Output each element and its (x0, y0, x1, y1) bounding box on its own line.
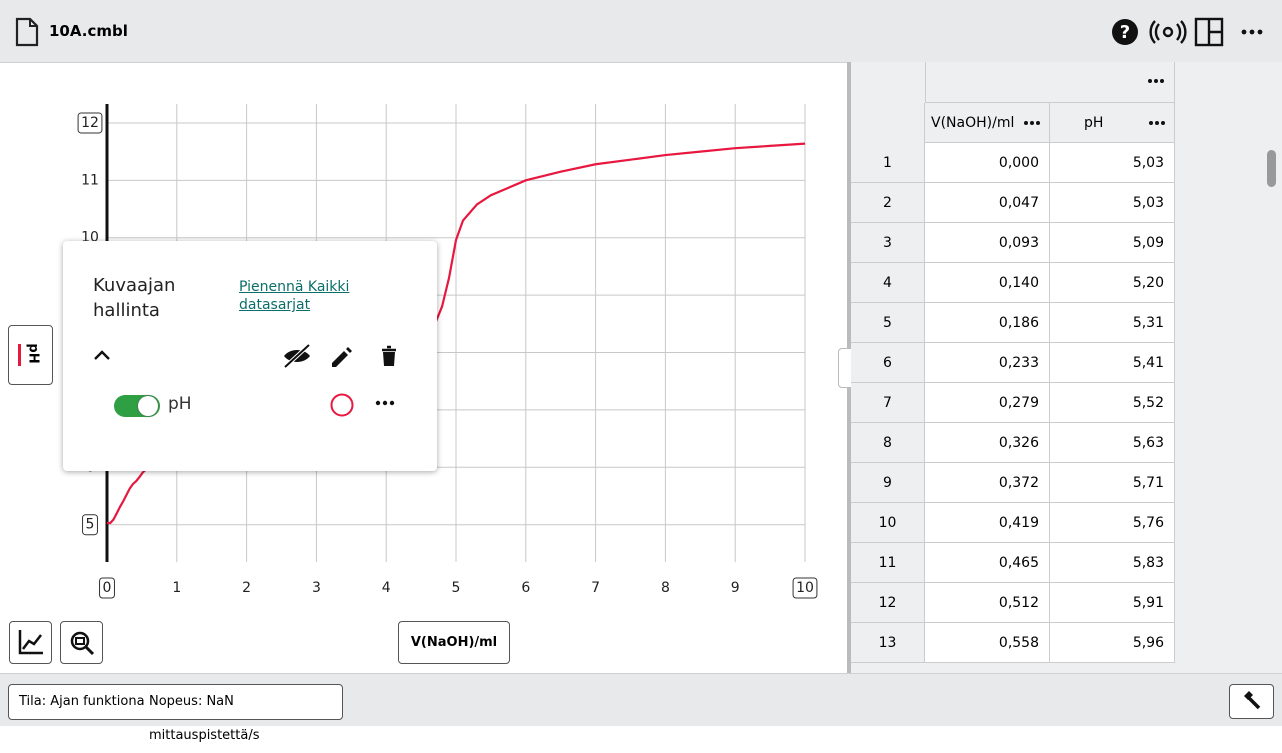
column-header[interactable]: V(NaOH)/ml (925, 103, 1050, 143)
table-cell: 0,372 (925, 463, 1050, 503)
table-cell: 0,558 (925, 623, 1050, 663)
row-header-corner (851, 103, 925, 143)
x-tick-label: 7 (591, 580, 600, 596)
tick-box (82, 514, 98, 536)
menu-dots[interactable] (1148, 118, 1168, 128)
table-cell: 0,326 (925, 423, 1050, 463)
panel-actions[interactable] (91, 341, 401, 371)
table-cell: 5,91 (1050, 583, 1175, 623)
icon (1244, 691, 1261, 710)
header-icons[interactable]: ? (1110, 17, 1270, 47)
graph-control-panel: Kuvaajan hallinta Pienennä Kaikki datasa… (63, 241, 437, 471)
x-tick-label: 4 (382, 580, 391, 596)
table-cell: 5,71 (1050, 463, 1175, 503)
tools-button[interactable] (1229, 684, 1274, 719)
row-number: 11 (851, 543, 925, 583)
y-tick-label: 5 (86, 517, 95, 533)
table-cell: 0,000 (925, 143, 1050, 183)
table-cell: 0,093 (925, 223, 1050, 263)
collapse-all-link[interactable]: Pienennä Kaikki datasarjat (239, 279, 350, 313)
row-number: 3 (851, 223, 925, 263)
row-number: 7 (851, 383, 925, 423)
menu-dots[interactable] (1023, 118, 1043, 128)
toggle-knob (138, 396, 158, 416)
row-number: 13 (851, 623, 925, 663)
table-cell: 5,76 (1050, 503, 1175, 543)
table-cell: 0,419 (925, 503, 1050, 543)
x-tick-label: 1 (172, 580, 181, 596)
x-tick-label: 3 (312, 580, 321, 596)
table-cell: 0,233 (925, 343, 1050, 383)
status-button[interactable]: Tila: Ajan funktiona Nopeus: NaN mittaus… (8, 684, 343, 743)
x-tick-label: 8 (661, 580, 670, 596)
table-cell: 5,63 (1050, 423, 1175, 463)
table-cell: 5,96 (1050, 623, 1175, 663)
y-tick-label: 11 (81, 172, 99, 188)
status-rate: Nopeus: NaN mittauspistettä/s (149, 694, 260, 743)
data-table: V(NaOH)/ml pH 1 0,000 5,03 2 0,047 5,03 3 0,093 5,… (851, 62, 1282, 673)
row-number: 9 (851, 463, 925, 503)
table-cell: 0,047 (925, 183, 1050, 223)
table-cell: 0,465 (925, 543, 1050, 583)
row-number: 12 (851, 583, 925, 623)
graph-options-button[interactable] (9, 621, 52, 664)
x-tick-label: 9 (731, 580, 740, 596)
table-cell: 5,41 (1050, 343, 1175, 383)
file-title: 10A.cmbl (49, 22, 128, 40)
table-cell: 0,512 (925, 583, 1050, 623)
row-number: 4 (851, 263, 925, 303)
tick-box (77, 112, 103, 134)
menu-dots[interactable] (1147, 76, 1167, 86)
x-tick-label: 0 (103, 580, 112, 596)
series-actions[interactable] (329, 391, 409, 419)
x-axis-button[interactable]: V(NaOH)/ml (398, 621, 510, 664)
row-number: 1 (851, 143, 925, 183)
table-cell: 0,186 (925, 303, 1050, 343)
y-axis-button[interactable]: pH (8, 325, 53, 385)
y-axis-label: pH (25, 343, 41, 364)
file-icon (15, 17, 39, 47)
svg-text:?: ? (1120, 22, 1130, 43)
table-cell: 0,279 (925, 383, 1050, 423)
row-number: 8 (851, 423, 925, 463)
table-cell: 5,31 (1050, 303, 1175, 343)
x-tick-label: 6 (521, 580, 530, 596)
table-cell: 5,20 (1050, 263, 1175, 303)
x-tick-label: 5 (452, 580, 461, 596)
row-number: 6 (851, 343, 925, 383)
tick-box (792, 577, 818, 599)
row-number: 2 (851, 183, 925, 223)
table-cell: 5,03 (1050, 143, 1175, 183)
dataset-header (925, 62, 1175, 103)
zoom-button[interactable] (60, 621, 103, 664)
x-tick-label: 10 (796, 580, 814, 596)
row-number: 10 (851, 503, 925, 543)
series-name: pH (168, 394, 192, 414)
table-cell: 5,03 (1050, 183, 1175, 223)
row-number: 5 (851, 303, 925, 343)
column-header[interactable]: pH (1050, 103, 1175, 143)
table-cell: 0,140 (925, 263, 1050, 303)
y-tick-label: 12 (81, 115, 99, 131)
x-axis-label: V(NaOH)/ml (410, 635, 498, 650)
x-tick-label: 2 (242, 580, 251, 596)
series-toggle[interactable] (114, 395, 160, 417)
series-swatch (18, 344, 21, 366)
status-mode: Tila: Ajan funktiona (19, 694, 145, 709)
table-cell: 5,09 (1050, 223, 1175, 263)
icon (18, 630, 43, 655)
header (0, 0, 1282, 63)
table-cell: 5,83 (1050, 543, 1175, 583)
table-cell: 5,52 (1050, 383, 1175, 423)
scrollbar[interactable] (1267, 150, 1276, 187)
panel-title: Kuvaajan hallinta (93, 275, 176, 321)
tick-box (99, 577, 115, 599)
icon (70, 631, 95, 656)
